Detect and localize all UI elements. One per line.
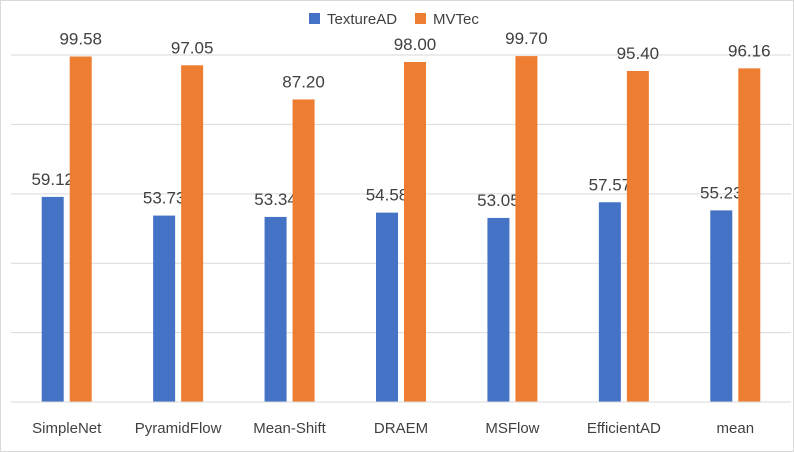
x-tick-simplenet: SimpleNet [32,420,102,437]
x-tick-mean-shift: Mean-Shift [253,420,326,437]
legend-swatch-mvtec [415,13,426,24]
x-tick-draem: DRAEM [374,420,428,437]
x-tick-pyramidflow: PyramidFlow [135,420,222,437]
data-label-mvtec-simplenet: 99.58 [59,30,102,49]
data-label-texturead-msflow: 53.05 [477,191,520,210]
data-label-mvtec-efficientad: 95.40 [617,44,660,63]
data-label-texturead-draem: 54.58 [366,186,409,205]
bar-texturead-efficientad [598,202,621,402]
bar-mvtec-simplenet [69,56,92,402]
legend-label-mvtec: MVTec [433,11,479,28]
data-label-mvtec-msflow: 99.70 [505,29,548,48]
data-label-mvtec-pyramidflow: 97.05 [171,38,214,57]
bar-texturead-pyramidflow [153,215,176,402]
x-tick-mean: mean [717,420,755,437]
legend-label-texturead: TextureAD [327,11,397,28]
bar-mvtec-pyramidflow [181,65,204,403]
bar-mvtec-mean [738,68,761,402]
bar-texturead-mean-shift [264,216,287,402]
legend-swatch-texturead [309,13,320,24]
x-tick-efficientad: EfficientAD [587,420,661,437]
data-label-mvtec-draem: 98.00 [394,35,437,54]
data-label-texturead-mean-shift: 53.34 [254,190,297,209]
bar-mvtec-efficientad [626,71,649,402]
bar-texturead-msflow [487,217,510,402]
data-label-texturead-pyramidflow: 53.73 [143,189,186,208]
bar-mvtec-msflow [515,56,538,402]
bar-texturead-draem [376,212,398,402]
bar-mvtec-mean-shift [292,99,315,402]
data-label-mvtec-mean: 96.16 [728,41,771,60]
data-label-texturead-efficientad: 57.57 [589,175,632,194]
data-label-texturead-simplenet: 59.12 [31,170,74,189]
bar-texturead-mean [710,210,733,402]
data-label-mvtec-mean-shift: 87.20 [282,72,325,91]
x-tick-msflow: MSFlow [485,420,539,437]
data-label-texturead-mean: 55.23 [700,183,743,202]
bar-mvtec-draem [404,61,426,403]
bar-texturead-simplenet [41,196,64,402]
